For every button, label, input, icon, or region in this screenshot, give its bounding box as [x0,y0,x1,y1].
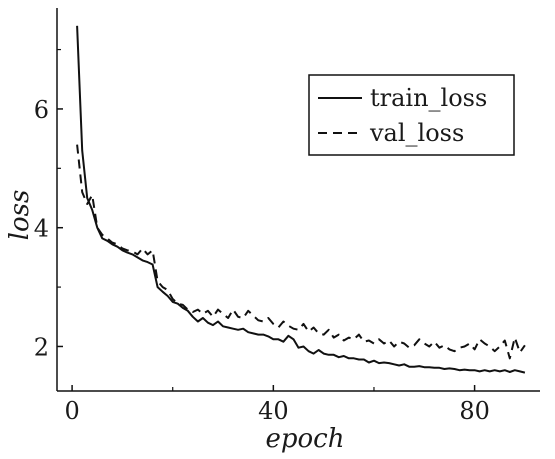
legend-label-val-loss: val_loss [369,119,464,147]
axes [56,8,540,392]
x-tick-label: 40 [258,397,289,425]
tick-labels: 0 40 80 2 4 6 [34,96,490,425]
y-tick-label: 4 [34,215,49,243]
x-axis-label: epoch [266,424,345,454]
x-tick-label: 80 [459,397,490,425]
series-train-loss-line [76,25,526,374]
y-tick-label: 6 [34,96,49,124]
legend: train_loss val_loss [308,74,515,156]
y-axis-label: loss [5,190,35,241]
x-tick-label: 0 [64,397,79,425]
series-layer [76,25,526,374]
y-tick-label: 2 [34,333,49,361]
legend-box [308,74,515,156]
series-val-loss-line [76,144,526,360]
legend-label-train-loss: train_loss [370,84,487,112]
